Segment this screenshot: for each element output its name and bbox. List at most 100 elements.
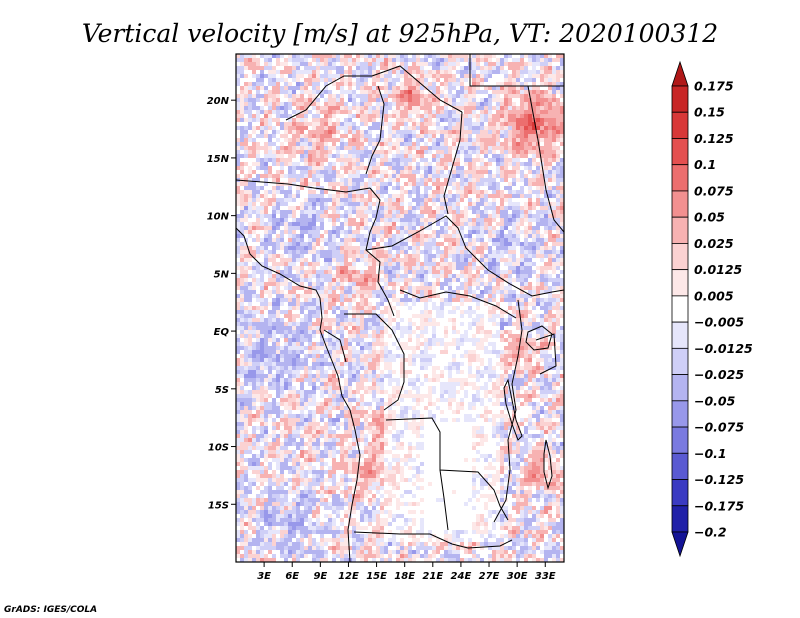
shade-cell (396, 174, 400, 178)
shade-cell (336, 202, 340, 206)
shade-cell (404, 150, 408, 154)
shade-cell (380, 86, 384, 90)
shade-cell (412, 118, 416, 122)
shade-cell (480, 110, 484, 114)
shade-cell (248, 314, 252, 318)
shade-cell (548, 310, 552, 314)
shade-cell (380, 326, 384, 330)
shade-cell (344, 294, 348, 298)
shade-cell (452, 338, 456, 342)
shade-cell (236, 186, 240, 190)
shade-cell (328, 262, 332, 266)
shade-cell (408, 126, 412, 130)
shade-cell (432, 230, 436, 234)
shade-cell (244, 142, 248, 146)
shade-cell (260, 242, 264, 246)
shade-cell (280, 330, 284, 334)
shade-cell (536, 210, 540, 214)
shade-cell (432, 178, 436, 182)
shade-cell (400, 150, 404, 154)
shade-cell (236, 150, 240, 154)
shade-cell (448, 310, 452, 314)
shade-cell (308, 334, 312, 338)
shade-cell (356, 258, 360, 262)
shade-cell (476, 62, 480, 66)
shade-cell (308, 138, 312, 142)
shade-cell (292, 126, 296, 130)
shade-cell (244, 286, 248, 290)
shade-cell (556, 186, 560, 190)
shade-cell (448, 238, 452, 242)
shade-cell (360, 334, 364, 338)
shade-cell (560, 242, 564, 246)
shade-cell (444, 162, 448, 166)
shade-cell (536, 234, 540, 238)
shade-cell (540, 254, 544, 258)
shade-cell (308, 166, 312, 170)
shade-cell (256, 134, 260, 138)
shade-cell (484, 286, 488, 290)
shade-cell (408, 270, 412, 274)
shade-cell (524, 106, 528, 110)
shade-cell (544, 214, 548, 218)
shade-cell (500, 214, 504, 218)
shade-cell (364, 86, 368, 90)
shade-cell (352, 246, 356, 250)
shade-cell (416, 54, 420, 58)
shade-cell (332, 146, 336, 150)
shade-cell (240, 322, 244, 326)
shade-cell (484, 114, 488, 118)
shade-cell (524, 86, 528, 90)
shade-cell (336, 154, 340, 158)
shade-cell (396, 262, 400, 266)
shade-cell (468, 282, 472, 286)
shade-cell (428, 102, 432, 106)
shade-cell (360, 234, 364, 238)
shade-cell (452, 62, 456, 66)
shade-cell (260, 202, 264, 206)
shade-cell (476, 330, 480, 334)
shade-cell (376, 330, 380, 334)
shade-cell (236, 102, 240, 106)
shade-cell (420, 326, 424, 330)
shade-cell (428, 170, 432, 174)
shade-cell (284, 246, 288, 250)
shade-cell (420, 270, 424, 274)
shade-cell (304, 90, 308, 94)
shade-cell (372, 98, 376, 102)
shade-cell (244, 334, 248, 338)
shade-cell (340, 250, 344, 254)
shade-cell (244, 130, 248, 134)
shade-cell (544, 158, 548, 162)
shade-cell (476, 186, 480, 190)
shade-cell (388, 282, 392, 286)
shade-cell (484, 130, 488, 134)
shade-cell (336, 54, 340, 58)
shade-cell (276, 102, 280, 106)
shade-cell (360, 326, 364, 330)
shade-cell (396, 106, 400, 110)
shade-cell (372, 70, 376, 74)
shade-cell (560, 106, 564, 110)
shade-cell (396, 110, 400, 114)
shade-cell (272, 290, 276, 294)
shade-cell (400, 106, 404, 110)
shade-cell (280, 278, 284, 282)
shade-cell (432, 86, 436, 90)
shade-cell (472, 54, 476, 58)
shade-cell (420, 174, 424, 178)
shade-cell (516, 122, 520, 126)
shade-cell (300, 342, 304, 346)
shade-cell (384, 266, 388, 270)
shade-cell (500, 82, 504, 86)
shade-cell (264, 110, 268, 114)
shade-cell (248, 166, 252, 170)
shade-cell (528, 282, 532, 286)
shade-cell (272, 310, 276, 314)
shade-cell (392, 170, 396, 174)
shade-cell (424, 114, 428, 118)
shade-cell (372, 254, 376, 258)
shade-cell (348, 286, 352, 290)
shade-cell (536, 226, 540, 230)
shade-cell (556, 282, 560, 286)
